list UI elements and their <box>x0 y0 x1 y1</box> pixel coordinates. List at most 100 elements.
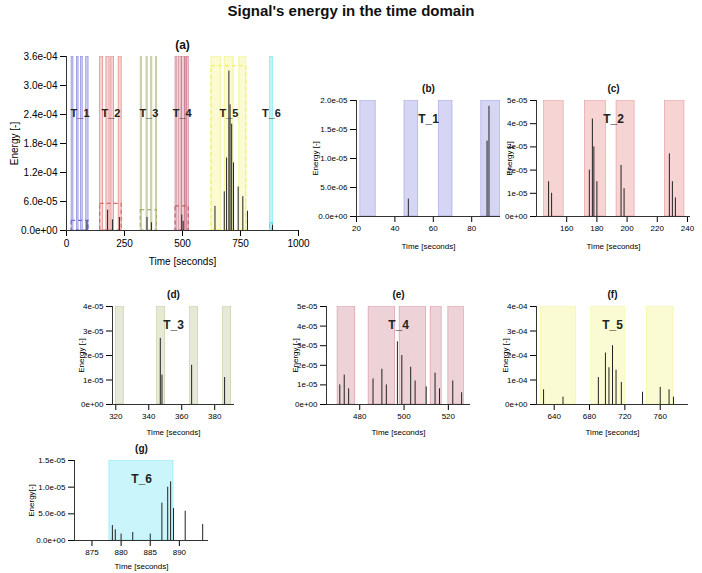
svg-text:Energy [-]: Energy [-] <box>505 141 514 176</box>
svg-text:220: 220 <box>651 224 665 233</box>
svg-text:T_2: T_2 <box>603 112 624 126</box>
svg-text:Energy[-]: Energy[-] <box>27 484 36 516</box>
svg-text:1e-05: 1e-05 <box>83 376 104 385</box>
svg-text:1e-04: 1e-04 <box>507 376 528 385</box>
svg-text:0.0e+00: 0.0e+00 <box>318 212 348 221</box>
svg-text:Time [seconds]: Time [seconds] <box>586 428 640 437</box>
svg-text:(f): (f) <box>608 289 618 300</box>
svg-text:Energy [-]: Energy [-] <box>311 141 320 176</box>
svg-text:200: 200 <box>620 224 634 233</box>
svg-text:380: 380 <box>208 412 222 421</box>
svg-text:(e): (e) <box>392 289 404 300</box>
html-text:Signal's energy in the time do: Signal's energy in the time domain <box>227 2 475 19</box>
svg-text:2e-05: 2e-05 <box>83 351 104 361</box>
svg-text:1.8e-04: 1.8e-04 <box>24 138 58 149</box>
svg-text:(g): (g) <box>135 443 148 454</box>
svg-text:Time [seconds]: Time [seconds] <box>402 242 456 251</box>
svg-text:Time [seconds]: Time [seconds] <box>115 562 169 571</box>
svg-text:20: 20 <box>352 224 361 233</box>
svg-text:885: 885 <box>144 548 158 557</box>
svg-text:180: 180 <box>590 224 604 233</box>
svg-text:720: 720 <box>618 412 632 421</box>
svg-text:3.0e-04: 3.0e-04 <box>24 80 58 91</box>
svg-text:1e-05: 1e-05 <box>507 189 528 198</box>
svg-text:320: 320 <box>109 412 123 421</box>
svg-text:3.6e-04: 3.6e-04 <box>24 51 58 62</box>
svg-text:Energy [-]: Energy [-] <box>291 338 300 373</box>
svg-text:Energy [-]: Energy [-] <box>77 338 86 373</box>
svg-text:5.0e-06: 5.0e-06 <box>38 509 66 518</box>
svg-text:0e+00: 0e+00 <box>295 400 318 409</box>
svg-text:480: 480 <box>353 412 367 421</box>
svg-text:4e-05: 4e-05 <box>507 119 528 128</box>
svg-text:2e-05: 2e-05 <box>297 360 318 370</box>
svg-text:1.0e-05: 1.0e-05 <box>38 483 66 492</box>
svg-text:T_3: T_3 <box>139 107 158 119</box>
svg-text:760: 760 <box>654 412 668 421</box>
svg-text:(d): (d) <box>167 289 180 300</box>
svg-text:(c): (c) <box>607 83 619 94</box>
svg-text:T_4: T_4 <box>173 107 193 119</box>
svg-text:1.0e-05: 1.0e-05 <box>320 154 348 163</box>
svg-text:Time [seconds]: Time [seconds] <box>587 242 641 251</box>
svg-text:1000: 1000 <box>287 238 310 249</box>
svg-text:T_2: T_2 <box>101 107 120 119</box>
svg-text:80: 80 <box>467 224 476 233</box>
svg-text:4e-05: 4e-05 <box>83 302 104 311</box>
svg-text:240: 240 <box>681 224 695 233</box>
svg-text:Time [seconds]: Time [seconds] <box>149 256 217 267</box>
svg-text:360: 360 <box>175 412 189 421</box>
svg-text:3e-05: 3e-05 <box>83 327 104 336</box>
svg-text:60: 60 <box>429 224 438 233</box>
svg-text:Time [seconds]: Time [seconds] <box>147 428 201 437</box>
svg-text:1e-05: 1e-05 <box>297 380 318 389</box>
svg-text:T_4: T_4 <box>388 318 409 332</box>
svg-text:1.5e-05: 1.5e-05 <box>320 125 348 134</box>
svg-text:T_3: T_3 <box>163 318 184 332</box>
svg-text:160: 160 <box>560 224 574 233</box>
svg-text:2e-05: 2e-05 <box>507 165 528 175</box>
svg-text:(a): (a) <box>175 38 190 52</box>
svg-text:750: 750 <box>232 238 249 249</box>
svg-text:1.5e-05: 1.5e-05 <box>38 456 66 465</box>
svg-text:6.0e-05: 6.0e-05 <box>24 196 58 207</box>
svg-text:Time [seconds]: Time [seconds] <box>372 428 426 437</box>
svg-text:T_6: T_6 <box>131 472 152 486</box>
svg-text:5e-05: 5e-05 <box>507 96 528 105</box>
svg-text:3e-05: 3e-05 <box>507 142 528 152</box>
svg-text:500: 500 <box>397 412 411 421</box>
svg-text:640: 640 <box>547 412 561 421</box>
svg-text:T_5: T_5 <box>219 107 238 119</box>
svg-text:250: 250 <box>116 238 133 249</box>
svg-text:40: 40 <box>390 224 399 233</box>
svg-text:(b): (b) <box>422 83 435 94</box>
svg-text:4e-04: 4e-04 <box>507 302 528 311</box>
svg-text:0.0e+00: 0.0e+00 <box>21 225 58 236</box>
svg-text:680: 680 <box>583 412 597 421</box>
svg-text:2.0e-05: 2.0e-05 <box>320 96 348 105</box>
svg-text:0e+00: 0e+00 <box>505 400 528 409</box>
svg-text:890: 890 <box>173 548 187 557</box>
svg-text:Energy [-]: Energy [-] <box>9 122 20 166</box>
svg-text:500: 500 <box>174 238 191 249</box>
svg-text:5e-05: 5e-05 <box>297 302 318 311</box>
svg-text:T_1: T_1 <box>71 107 90 119</box>
svg-text:0e+00: 0e+00 <box>505 212 528 221</box>
svg-text:875: 875 <box>85 548 99 557</box>
svg-text:3e-05: 3e-05 <box>297 341 318 351</box>
svg-text:0.0e+00: 0.0e+00 <box>36 536 66 545</box>
svg-text:5.0e-06: 5.0e-06 <box>320 183 348 192</box>
svg-text:880: 880 <box>114 548 128 557</box>
svg-text:4e-05: 4e-05 <box>297 322 318 331</box>
svg-text:520: 520 <box>442 412 456 421</box>
svg-text:1.2e-04: 1.2e-04 <box>24 167 58 178</box>
svg-text:0: 0 <box>64 238 70 249</box>
svg-text:2.4e-04: 2.4e-04 <box>24 109 58 120</box>
svg-text:T_1: T_1 <box>418 112 439 126</box>
svg-text:340: 340 <box>142 412 156 421</box>
svg-text:Energy [-]: Energy [-] <box>501 338 510 373</box>
svg-text:0e+00: 0e+00 <box>81 400 104 409</box>
svg-text:3e-04: 3e-04 <box>507 327 528 336</box>
svg-text:T_5: T_5 <box>602 318 623 332</box>
svg-text:T_6: T_6 <box>262 107 281 119</box>
